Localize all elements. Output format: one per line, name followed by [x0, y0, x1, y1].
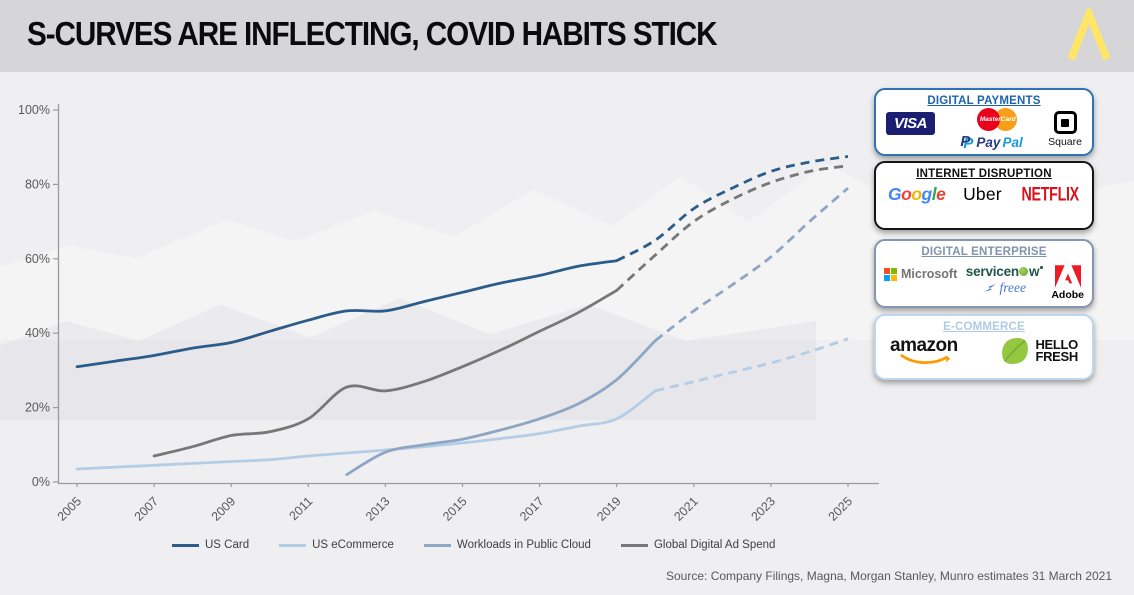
microsoft-grid-icon: [884, 267, 897, 281]
payments-logos-row: VISA MasterCard P P Pay Pal Square: [876, 107, 1092, 155]
microsoft-logo: Microsoft: [884, 267, 957, 281]
payments-middle-column: MasterCard P P Pay Pal: [960, 108, 1023, 152]
mastercard-orange-circle-icon: [993, 108, 1017, 131]
y-tick-label: 80%: [25, 177, 50, 191]
caret-icon: [1067, 3, 1111, 61]
y-tick-label: 100%: [18, 103, 50, 117]
hellofresh-lime-icon: [1002, 337, 1029, 365]
x-tick-label: 2025: [826, 494, 856, 524]
us-card-swatch: [172, 543, 199, 547]
servicenow-dot-icon: [1040, 266, 1043, 269]
x-tick-label: 2021: [671, 494, 701, 524]
enterprise-middle-column: servicen w freee: [966, 264, 1043, 296]
munro-caret-logo: [1066, 3, 1112, 67]
servicenow-logo: servicen w: [966, 264, 1043, 279]
enterprise-logos-row: Microsoft servicen w freee: [876, 258, 1092, 301]
y-tick-label: 0%: [32, 475, 50, 489]
mastercard-logo: MasterCard: [976, 108, 1019, 132]
legend-item-us-ecommerce: US eCommerce: [279, 539, 394, 551]
square-logo: Square: [1048, 111, 1082, 148]
adobe-logo: Adobe: [1051, 265, 1084, 301]
square-label: Square: [1048, 136, 1082, 148]
servicenow-o-icon: [1019, 267, 1029, 276]
x-tick-label: 2009: [209, 494, 239, 524]
visa-logo: VISA: [886, 112, 936, 135]
x-tick-label: 2023: [748, 494, 778, 524]
digital-payments-card: DIGITAL PAYMENTS VISA MasterCard P P Pay…: [874, 88, 1094, 156]
legend-label: US Card: [205, 539, 250, 551]
digital-enterprise-card: DIGITAL ENTERPRISE Microsoft servicen w f…: [874, 239, 1094, 308]
internet-disruption-card: INTERNET DISRUPTION Google Uber NETFLIX: [874, 161, 1094, 230]
internet-logos-row: Google Uber NETFLIX: [876, 180, 1092, 205]
google-logo: Google: [888, 184, 946, 204]
legend-item-ad-spend: Global Digital Ad Spend: [620, 539, 776, 551]
us-ecommerce-swatch: [279, 543, 307, 547]
square-icon: [1053, 111, 1077, 134]
paypal-logo: P P Pay Pal: [960, 133, 1023, 152]
e-commerce-card: E-COMMERCE amazon HELLO FRESH: [874, 314, 1094, 380]
x-tick-label: 2013: [363, 494, 393, 524]
netflix-logo: NETFLIX: [1021, 183, 1079, 206]
uber-logo: Uber: [963, 184, 1002, 204]
amazon-smile-icon: [900, 354, 951, 365]
legend-item-workloads: Workloads in Public Cloud: [423, 539, 591, 551]
hellofresh-logo: HELLO FRESH: [1000, 336, 1078, 366]
source-note: Source: Company Filings, Magna, Morgan S…: [666, 569, 1112, 583]
x-tick-label: 2007: [132, 494, 162, 524]
e-commerce-heading: E-COMMERCE: [943, 321, 1025, 333]
line-us-card: [75, 259, 619, 369]
mastercard-label: MasterCard: [979, 116, 1016, 123]
freee-logo: freee: [983, 280, 1026, 296]
line-us-card-forecast: [616, 155, 849, 262]
x-tick-label: 2017: [517, 494, 547, 524]
line-us-ecommerce: [75, 389, 657, 471]
legend-label: Global Digital Ad Spend: [653, 539, 776, 551]
line-us-ecommerce-forecast: [654, 337, 849, 393]
line-workloads-public-cloud-forecast: [654, 187, 849, 342]
freee-bird-icon: [983, 284, 996, 292]
title-bar: S-CURVES ARE INFLECTING, COVID HABITS ST…: [0, 0, 1134, 72]
y-tick-label: 40%: [25, 326, 50, 340]
mastercard-red-circle-icon: [976, 108, 1000, 131]
line-global-digital-ad-spend: [152, 289, 619, 458]
y-tick-label: 20%: [25, 401, 50, 415]
hellofresh-wordmark: HELLO FRESH: [1035, 336, 1078, 364]
workloads-swatch: [423, 543, 451, 547]
page-title: S-CURVES ARE INFLECTING, COVID HABITS ST…: [27, 15, 718, 52]
digital-enterprise-heading: DIGITAL ENTERPRISE: [921, 246, 1047, 258]
x-tick-label: 2005: [55, 494, 85, 524]
amazon-logo: amazon: [890, 336, 958, 366]
adobe-icon: [1054, 265, 1081, 288]
x-tick-label: 2015: [440, 494, 470, 524]
legend-label: Workloads in Public Cloud: [456, 539, 591, 551]
line-global-digital-ad-spend-forecast: [615, 164, 849, 292]
digital-payments-heading: DIGITAL PAYMENTS: [927, 95, 1041, 107]
ad-spend-swatch: [620, 543, 648, 547]
paypal-icon: P P: [960, 133, 974, 152]
internet-disruption-heading: INTERNET DISRUPTION: [916, 168, 1052, 180]
x-tick-label: 2019: [594, 494, 624, 524]
ecommerce-logos-row: amazon HELLO FRESH: [876, 333, 1092, 366]
x-tick-label: 2011: [287, 494, 316, 523]
legend-item-us-card: US Card: [172, 539, 249, 551]
line-workloads-public-cloud: [345, 339, 657, 476]
legend-label: US eCommerce: [312, 539, 394, 551]
chart-legend: US Card US eCommerce Workloads in Public…: [172, 539, 775, 551]
y-tick-label: 60%: [25, 252, 50, 266]
